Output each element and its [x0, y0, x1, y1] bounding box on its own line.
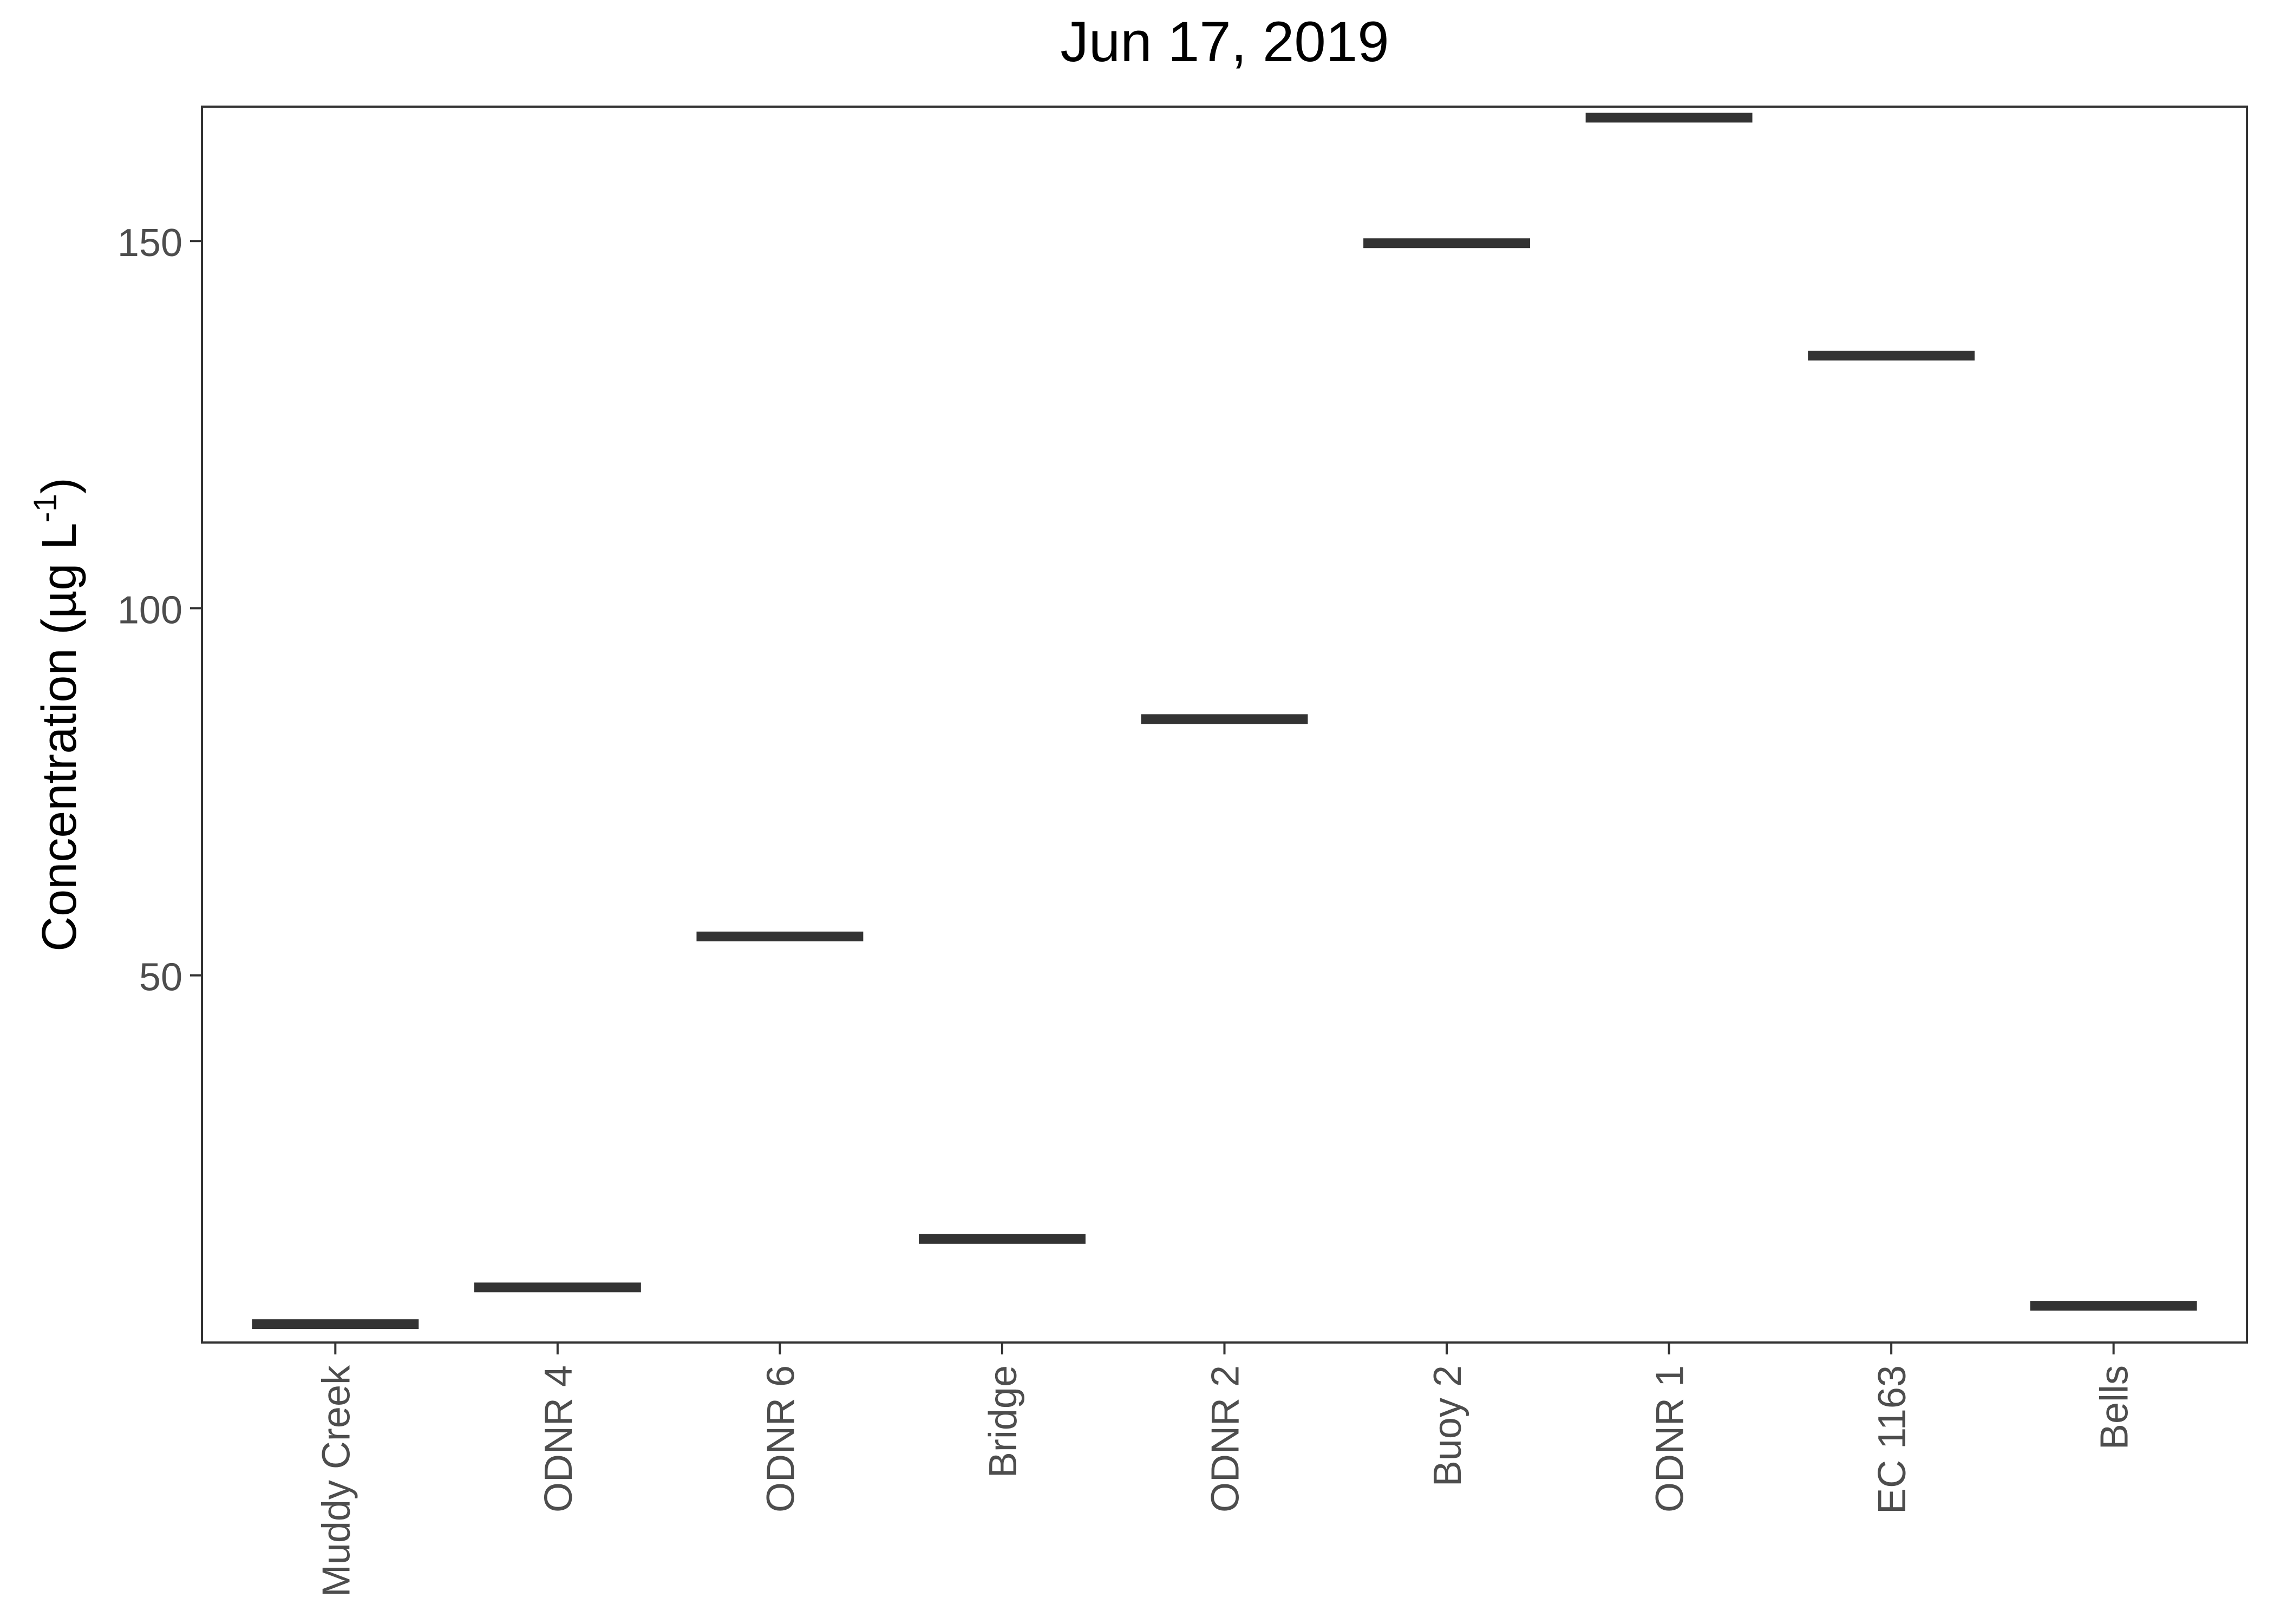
- panel-border: [201, 106, 2248, 1344]
- y-axis-title-superscript: -1: [27, 494, 63, 522]
- y-axis-title-suffix: ): [32, 477, 87, 494]
- x-tick-label: ODNR 2: [1204, 1365, 1247, 1512]
- y-axis-title-prefix: Concentration (µg L: [32, 523, 87, 952]
- chart-title: Jun 17, 2019: [1060, 10, 1389, 74]
- x-tick-label: ODNR 4: [537, 1365, 580, 1512]
- y-tick-label: 150: [117, 221, 182, 265]
- x-tick-label: Bridge: [982, 1365, 1025, 1478]
- y-axis-title: Concentration (µg L-1): [27, 477, 87, 952]
- y-tick-label: 100: [117, 588, 182, 632]
- x-tick-label: Buoy 2: [1426, 1365, 1469, 1487]
- x-tick-label: EC 1163: [1871, 1365, 1914, 1514]
- y-axis: 50 100 150: [117, 221, 202, 999]
- x-tick-label: ODNR 1: [1649, 1365, 1692, 1512]
- x-tick-label: Bells: [2093, 1365, 2136, 1450]
- x-axis: Muddy Creek ODNR 4 ODNR 6 Bridge ODNR 2 Buoy …: [315, 1343, 2136, 1597]
- data-marks: [252, 113, 2197, 1330]
- y-tick-label: 50: [139, 956, 182, 999]
- x-tick-label: Muddy Creek: [315, 1365, 358, 1597]
- x-tick-label: ODNR 6: [759, 1365, 802, 1512]
